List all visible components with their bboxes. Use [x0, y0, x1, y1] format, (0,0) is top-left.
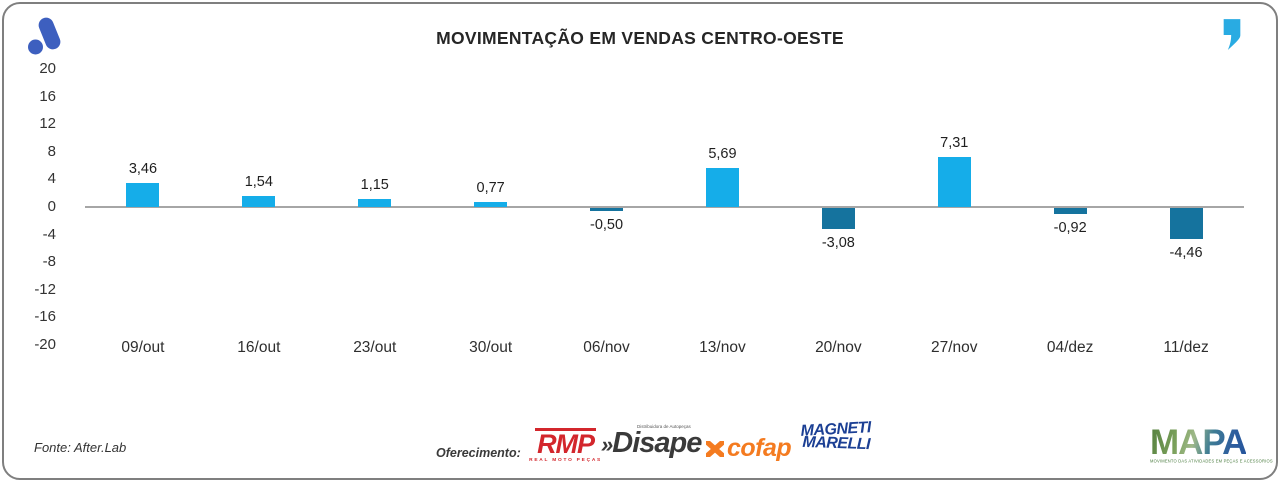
- bar-value-label: 5,69: [708, 145, 737, 162]
- bar-value-label: 1,54: [244, 174, 273, 191]
- y-axis-tick: 0: [47, 198, 56, 215]
- bar: [126, 183, 160, 207]
- y-axis-tick: -8: [42, 253, 56, 271]
- quote-icon: [1223, 19, 1241, 50]
- x-axis-label: 06/nov: [583, 339, 630, 356]
- magneti-marelli-logo: MAGNETI MARELLI: [800, 419, 872, 453]
- y-axis-tick: -12: [34, 280, 56, 298]
- disape-chevrons: »: [601, 432, 613, 457]
- bar: [590, 208, 624, 212]
- afterlab-mark-icon: [28, 17, 61, 55]
- x-axis-label: 16/out: [237, 339, 281, 356]
- bar-value-label: -3,08: [821, 235, 855, 252]
- y-axis-tick: 4: [47, 170, 56, 188]
- bar: [242, 196, 276, 207]
- chart-title: MOVIMENTAÇÃO EM VENDAS CENTRO-OESTE: [436, 28, 844, 48]
- bar-value-label: -0,50: [590, 217, 624, 234]
- bar-value-label: 1,15: [360, 177, 389, 194]
- mapa-logo: MAPA MOVIMENTO DAS ATIVIDADES EM PEÇAS E…: [1150, 423, 1276, 465]
- rmp-logo: RMP REAL MOTO PEÇAS: [520, 428, 611, 463]
- bar-chart: 20 16 12 8 4 0 -4 -8 -12 -16 -20 3,46 09/out 1,54 16/o…: [4, 4, 1276, 478]
- magneti-line2: MARELLI: [802, 433, 871, 453]
- bar: [937, 156, 971, 207]
- bar-value-label: -4,46: [1169, 244, 1203, 261]
- mapa-tagline: MOVIMENTO DAS ATIVIDADES EM PEÇAS E ACES…: [1150, 459, 1273, 465]
- y-axis-tick: -20: [34, 336, 56, 353]
- rmp-logo-text: RMP: [535, 428, 597, 459]
- y-axis-tick: -16: [34, 308, 56, 326]
- bar: [358, 199, 392, 207]
- x-axis-label: 11/dez: [1163, 339, 1209, 356]
- y-axis-tick: -4: [42, 225, 56, 243]
- bar-value-label: -0,92: [1053, 220, 1087, 237]
- rmp-tagline: REAL MOTO PEÇAS: [529, 457, 603, 463]
- y-axis-tick: 16: [39, 87, 56, 105]
- bar: [1053, 208, 1087, 215]
- x-axis-label: 20/nov: [815, 339, 862, 356]
- mapa-logo-text: MAPA: [1150, 423, 1247, 462]
- bar: [1169, 208, 1203, 239]
- cofap-logo-text: cofap: [727, 434, 792, 462]
- bar-value-label: 7,31: [940, 134, 969, 151]
- cofap-logo: cofap: [706, 434, 792, 463]
- x-axis-label: 30/out: [469, 339, 513, 356]
- bar: [474, 201, 508, 207]
- x-axis-label: 09/out: [121, 339, 165, 356]
- y-axis-tick: 20: [39, 60, 56, 77]
- x-axis-label: 27/nov: [930, 339, 978, 356]
- cofap-x-icon: [706, 440, 724, 457]
- x-axis-label: 23/out: [353, 339, 397, 356]
- disape-logo-text: »Disape: [601, 427, 702, 459]
- bar-value-label: 3,46: [128, 161, 158, 178]
- bar: [821, 208, 855, 230]
- bar: [705, 167, 739, 207]
- x-axis-label: 04/dez: [1046, 339, 1094, 356]
- x-axis-label: 13/nov: [699, 339, 746, 356]
- zero-baseline: [85, 206, 1244, 208]
- source-note: Fonte: After.Lab: [34, 440, 127, 455]
- disape-tagline: Distribuidora de Autopeças: [637, 424, 691, 430]
- y-axis-tick: 8: [47, 142, 56, 160]
- disape-logo: Distribuidora de Autopeças »Disape: [601, 424, 709, 458]
- bar-value-label: 0,77: [476, 179, 505, 196]
- sponsor-label: Oferecimento:: [436, 446, 521, 460]
- y-axis-tick: 12: [39, 115, 56, 133]
